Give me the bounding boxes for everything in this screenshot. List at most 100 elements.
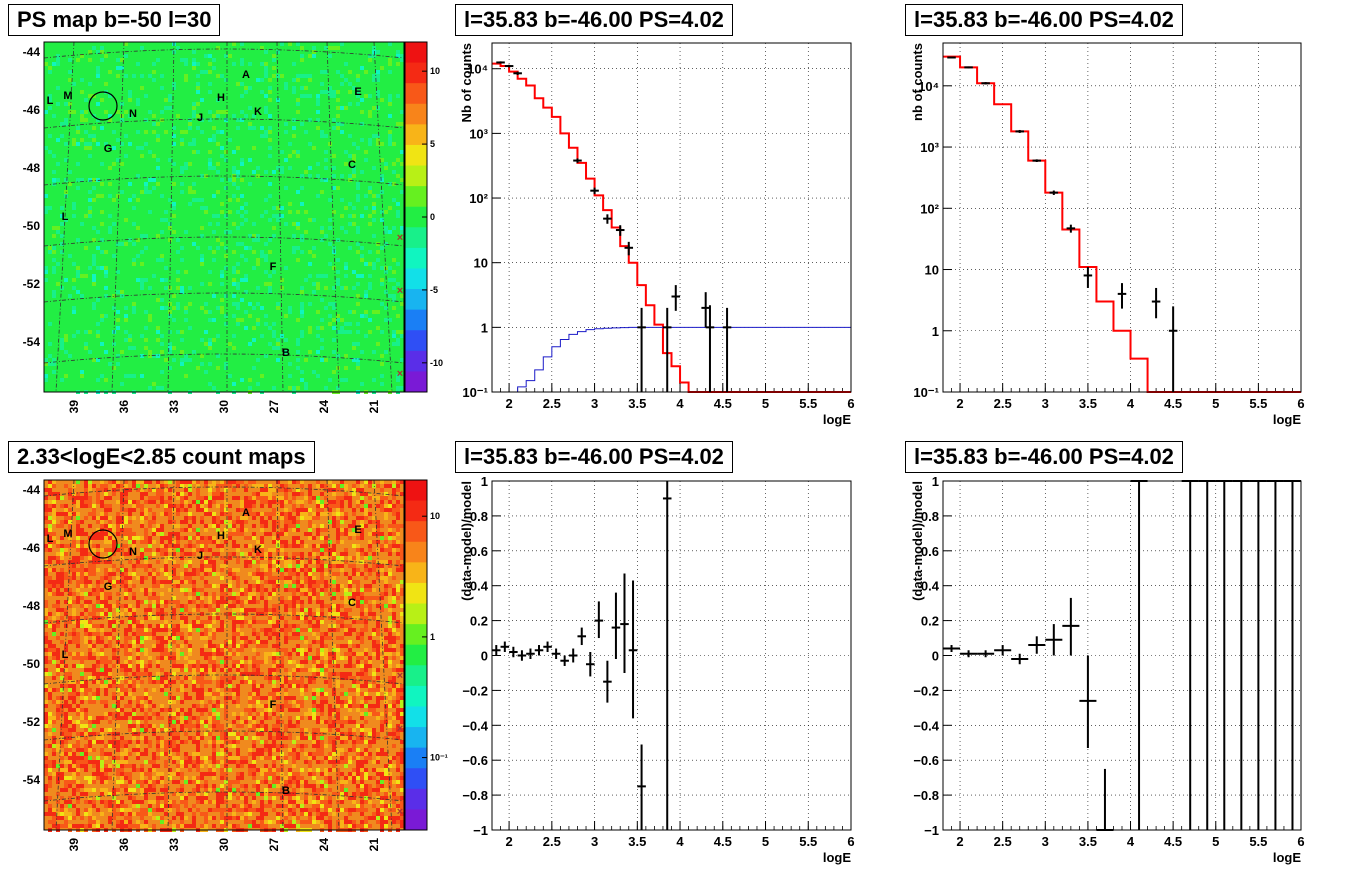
y-tick-label: 0.4 <box>921 579 940 594</box>
x-axis-label: logE <box>823 412 851 427</box>
data-point <box>1028 636 1046 654</box>
data-point <box>671 285 681 311</box>
source-label: C <box>348 597 356 609</box>
residual-2-title: l=35.83 b=-46.00 PS=4.02 <box>905 441 1183 473</box>
data-point <box>637 307 646 392</box>
longitude-line <box>326 479 340 831</box>
data-point <box>628 580 638 719</box>
data-point <box>1011 653 1029 665</box>
source-label: N <box>129 546 137 558</box>
colorbar-segment <box>405 371 427 393</box>
y-tick-label: 1 <box>932 474 939 489</box>
y-tick-label: 0.8 <box>921 509 939 524</box>
colorbar-segment <box>405 768 427 790</box>
source-label: L <box>47 95 54 107</box>
latitude-tick-label: -52 <box>23 715 41 729</box>
colorbar-segment <box>405 144 427 167</box>
x-tick-label: 4 <box>676 834 684 849</box>
latitude-line <box>43 674 405 685</box>
longitude-tick-label: 24 <box>317 400 331 414</box>
x-axis-label: logE <box>823 850 851 865</box>
source-label: J <box>197 550 203 562</box>
x-tick-label: 4 <box>1127 834 1135 849</box>
colorbar-segment <box>405 788 427 810</box>
colorbar-segment <box>405 644 427 666</box>
y-tick-label: −0.4 <box>913 718 939 733</box>
data-point <box>573 158 582 163</box>
longitude-tick-label: 33 <box>167 400 181 414</box>
y-tick-label: 0.2 <box>921 614 939 629</box>
y-tick-label: 0.6 <box>921 544 939 559</box>
data-point <box>543 641 552 653</box>
latitude-line <box>43 353 405 364</box>
data-point <box>577 627 587 646</box>
data-point <box>1168 306 1178 392</box>
spectrum-1-chart: 2 2.5 3 3.5 4 4.5 5 5.5 6 10⁻¹ 1 10 10² 10³ 10⁴ logE Nb … <box>459 42 855 427</box>
source-label: C <box>348 159 356 171</box>
x-tick-label: 4.5 <box>714 396 732 411</box>
y-tick-label: 0.8 <box>470 509 488 524</box>
x-tick-label: 4 <box>1127 396 1135 411</box>
colorbar-tick-label: -10 <box>430 358 443 368</box>
colorbar-segment <box>405 103 427 125</box>
x-tick-label: 2 <box>505 834 512 849</box>
x-tick-label: 2.5 <box>543 834 561 849</box>
data-point <box>526 648 535 659</box>
plot-area <box>492 481 851 830</box>
latitude-line <box>43 613 405 624</box>
longitude-tick-label: 33 <box>167 838 181 852</box>
longitude-line <box>111 479 125 831</box>
data-point <box>1062 597 1080 656</box>
data-point <box>492 645 501 656</box>
longitude-tick-label: 27 <box>267 400 281 414</box>
colorbar-tick-label: 10 <box>430 66 440 76</box>
x-axis-label: logE <box>1273 412 1301 427</box>
y-tick-label: 0.2 <box>470 614 488 629</box>
y-tick-label: 10⁻¹ <box>913 385 939 400</box>
y-tick-label: 1 <box>932 324 939 339</box>
source-label: M <box>63 90 72 102</box>
latitude-tick-label: -44 <box>23 45 41 59</box>
x-tick-label: 3.5 <box>628 834 646 849</box>
source-label: A <box>242 507 250 519</box>
longitude-line <box>276 41 284 393</box>
x-tick-label: 3 <box>591 834 598 849</box>
colorbar-segment <box>405 42 427 64</box>
chart-panels: 2 2.5 3 3.5 4 4.5 5 5.5 610⁻¹11010²10³10⁴logENb … <box>459 42 1305 865</box>
colorbar-segment <box>405 541 427 563</box>
x-tick-label: 5 <box>1212 834 1219 849</box>
y-tick-label: 1 <box>481 320 488 335</box>
x-tick-label: 3.5 <box>628 396 646 411</box>
residual-2-chart: 2 2.5 3 3.5 4 4.5 5 5.5 6 −1 −0.8 −0.6 −0.4 −0.2 0 0.2 0… <box>910 474 1305 865</box>
latitude-line <box>43 292 405 303</box>
y-tick-label: 0.4 <box>470 579 489 594</box>
colorbar-segment <box>405 747 427 769</box>
colorbar-tick-label: 1 <box>430 632 435 642</box>
colorbar-segment <box>405 124 427 146</box>
longitude-line <box>167 479 175 831</box>
colorbar-tick-label: 10 <box>430 511 440 521</box>
source-label: B <box>282 785 290 797</box>
colorbar-tick-label: 10⁻¹ <box>430 753 448 763</box>
x-axis-label: logE <box>1273 850 1301 865</box>
data-point <box>705 305 715 392</box>
data-point <box>504 64 514 68</box>
spectrum-2-title: l=35.83 b=-46.00 PS=4.02 <box>905 4 1183 36</box>
data-point <box>701 292 710 328</box>
map-frame <box>43 41 405 393</box>
latitude-line <box>43 48 405 59</box>
data-point <box>1151 287 1161 319</box>
x-tick-label: 6 <box>1297 834 1304 849</box>
colorbar-segment <box>405 330 427 352</box>
longitude-tick-label: 36 <box>117 838 131 852</box>
data-point <box>496 61 505 64</box>
source-label: G <box>104 581 113 593</box>
data-point <box>603 214 612 224</box>
x-tick-label: 5 <box>1212 396 1219 411</box>
colorbar-segment <box>405 480 427 502</box>
source-circle <box>88 529 118 559</box>
longitude-tick-label: 39 <box>67 400 81 414</box>
series-line <box>509 326 851 393</box>
x-tick-label: 4.5 <box>1164 834 1182 849</box>
data-point <box>947 56 956 59</box>
